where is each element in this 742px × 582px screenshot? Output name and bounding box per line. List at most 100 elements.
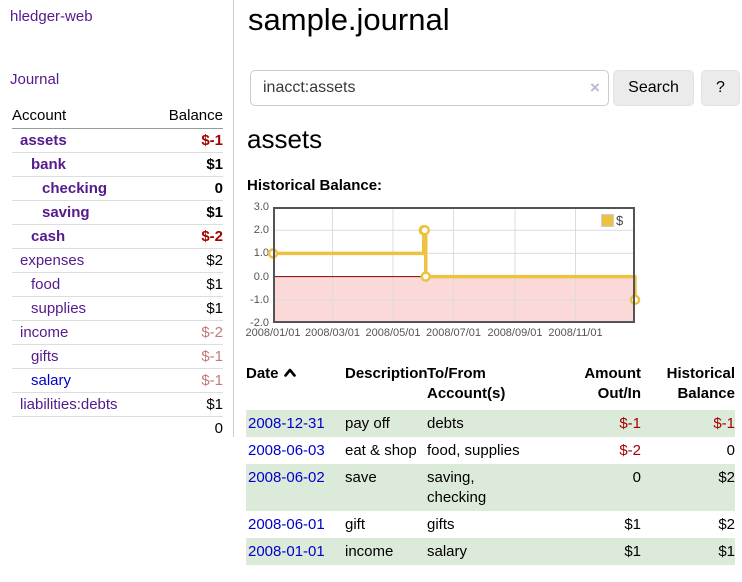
account-link-assets[interactable]: assets xyxy=(20,132,67,149)
account-balance: 0 xyxy=(151,176,223,201)
account-balance: $-1 xyxy=(151,368,223,393)
transaction-balance: 0 xyxy=(726,442,735,459)
account-row: saving $1 xyxy=(12,200,223,225)
legend-label: $ xyxy=(616,213,624,228)
transaction-description: pay off xyxy=(345,415,390,432)
account-link-checking[interactable]: checking xyxy=(42,180,108,197)
balance-col-header: Balance xyxy=(151,104,223,129)
col-header-date[interactable]: Date xyxy=(246,360,345,410)
account-row: salary $-1 xyxy=(12,368,223,393)
transaction-description: gift xyxy=(345,516,366,533)
x-axis-tick: 2008/09/01 xyxy=(487,327,543,339)
transaction-row: 2008-06-02 save saving, checking 0 $2 xyxy=(246,464,735,511)
y-axis-tick: -1.0 xyxy=(250,293,269,306)
x-axis-tick: 2008/01/01 xyxy=(245,327,301,339)
chart-title: Historical Balance: xyxy=(247,177,383,194)
x-axis-tick: 2008/07/01 xyxy=(425,327,482,339)
transaction-accounts: debts xyxy=(427,415,464,432)
account-balance: $1 xyxy=(151,392,223,417)
transaction-balance: $1 xyxy=(718,543,735,560)
transaction-amount: $-1 xyxy=(619,415,641,432)
transaction-date-link[interactable]: 2008-12-31 xyxy=(248,415,325,432)
accounts-balance-table: Account Balance assets $-1 bank $1 check… xyxy=(12,104,223,440)
clear-search-icon[interactable]: × xyxy=(590,78,600,97)
search-input[interactable] xyxy=(250,70,609,106)
account-row: supplies $1 xyxy=(12,296,223,321)
help-button[interactable]: ? xyxy=(701,70,740,106)
account-link-liabilities-debts[interactable]: liabilities:debts xyxy=(20,396,118,413)
account-row: assets $-1 xyxy=(12,128,223,153)
transaction-date-link[interactable]: 2008-06-01 xyxy=(248,516,325,533)
search-button[interactable]: Search xyxy=(613,70,694,106)
transaction-amount: $-2 xyxy=(619,442,641,459)
account-link-income[interactable]: income xyxy=(20,324,69,341)
y-axis-tick: 1.0 xyxy=(253,247,269,260)
chart-plot-area xyxy=(267,207,641,323)
chart-legend: $ xyxy=(601,213,623,228)
account-balance: $-2 xyxy=(151,224,223,249)
col-header-description: Description xyxy=(345,365,428,382)
accounts-total-value: 0 xyxy=(151,416,223,440)
accounts-col-header: Account xyxy=(12,104,152,129)
transaction-row: 2008-06-03 eat & shop food, supplies $-2… xyxy=(246,437,735,464)
account-balance: $-1 xyxy=(151,128,223,153)
x-axis-tick: 2008/11/01 xyxy=(548,327,603,339)
y-axis-tick: 0.0 xyxy=(253,270,269,283)
account-row: liabilities:debts $1 xyxy=(12,392,223,417)
transaction-date-link[interactable]: 2008-06-03 xyxy=(248,442,325,459)
transaction-description: income xyxy=(345,543,394,560)
x-axis-tick: 2008/03/01 xyxy=(304,327,361,339)
brand-link[interactable]: hledger-web xyxy=(10,8,93,25)
account-row: expenses $2 xyxy=(12,248,223,273)
transaction-description: save xyxy=(345,469,377,486)
transaction-row: 2008-12-31 pay off debts $-1 $-1 xyxy=(246,410,735,437)
sidebar-divider xyxy=(233,0,234,437)
x-axis-tick: 2008/05/01 xyxy=(365,327,421,339)
account-link-gifts[interactable]: gifts xyxy=(31,348,59,365)
account-link-salary[interactable]: salary xyxy=(31,372,72,389)
transaction-amount: $1 xyxy=(624,516,641,533)
account-balance: $1 xyxy=(151,296,223,321)
account-balance: $1 xyxy=(151,152,223,177)
transaction-balance: $2 xyxy=(718,469,735,486)
account-balance: $-1 xyxy=(151,344,223,369)
account-balance: $-2 xyxy=(151,320,223,345)
account-link-expenses[interactable]: expenses xyxy=(20,252,85,269)
account-link-food[interactable]: food xyxy=(31,276,61,293)
col-header-historical: Historical Balance xyxy=(666,365,735,402)
y-axis-tick: -2.0 xyxy=(250,317,269,329)
account-link-bank[interactable]: bank xyxy=(31,156,67,173)
account-row: gifts $-1 xyxy=(12,344,223,369)
transaction-description: eat & shop xyxy=(345,442,417,459)
register-header-row: Date Description To/From Account(s) Amou… xyxy=(246,360,735,410)
account-row: food $1 xyxy=(12,272,223,297)
historical-balance-chart: 3.0 2.0 1.0 0.0 -1.0 -2.0 2008/01/01 2008/03/0… xyxy=(243,201,663,349)
transaction-date-link[interactable]: 2008-06-02 xyxy=(248,469,325,486)
transaction-accounts: food, supplies xyxy=(427,442,520,459)
transaction-accounts: gifts xyxy=(427,516,455,533)
legend-swatch-icon xyxy=(601,214,614,227)
transaction-date-link[interactable]: 2008-01-01 xyxy=(248,543,325,560)
transaction-row: 2008-01-01 income salary $1 $1 xyxy=(246,538,735,565)
sort-ascending-icon xyxy=(283,368,296,377)
transaction-row: 2008-06-01 gift gifts $1 $2 xyxy=(246,511,735,538)
account-row: bank $1 xyxy=(12,152,223,177)
account-balance: $1 xyxy=(151,200,223,225)
transaction-balance: $-1 xyxy=(713,415,735,432)
account-row: income $-2 xyxy=(12,320,223,345)
col-header-amount: Amount Out/In xyxy=(584,365,641,402)
account-link-cash[interactable]: cash xyxy=(31,228,66,245)
register-table: Date Description To/From Account(s) Amou… xyxy=(246,360,735,565)
account-link-saving[interactable]: saving xyxy=(42,204,90,221)
transaction-accounts: saving, checking xyxy=(427,469,487,506)
transaction-amount: $1 xyxy=(624,543,641,560)
sidebar-item-journal[interactable]: Journal xyxy=(10,71,60,88)
transaction-amount: 0 xyxy=(632,469,641,486)
x-axis-labels: 2008/01/01 2008/03/01 2008/05/01 2008/07/01… xyxy=(243,327,663,343)
account-row: checking 0 xyxy=(12,176,223,201)
account-balance: $1 xyxy=(151,272,223,297)
transaction-balance: $2 xyxy=(718,516,735,533)
account-row: cash $-2 xyxy=(12,224,223,249)
account-link-supplies[interactable]: supplies xyxy=(31,300,87,317)
